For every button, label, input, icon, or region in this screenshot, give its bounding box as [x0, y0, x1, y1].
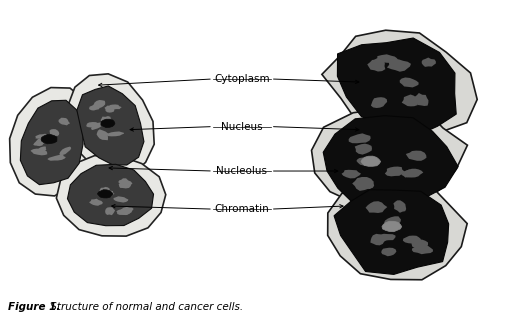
Polygon shape — [114, 196, 129, 203]
Polygon shape — [402, 95, 418, 106]
Polygon shape — [59, 147, 71, 155]
Polygon shape — [312, 108, 467, 215]
Polygon shape — [384, 216, 401, 225]
Polygon shape — [103, 190, 115, 196]
Polygon shape — [30, 149, 47, 155]
Polygon shape — [352, 177, 374, 191]
Polygon shape — [41, 135, 57, 144]
Polygon shape — [334, 190, 449, 275]
Polygon shape — [365, 201, 387, 213]
Polygon shape — [49, 129, 59, 136]
Polygon shape — [370, 234, 387, 245]
Polygon shape — [412, 245, 433, 254]
Polygon shape — [105, 207, 115, 215]
Polygon shape — [337, 38, 456, 136]
Polygon shape — [403, 235, 421, 244]
Polygon shape — [387, 59, 411, 72]
Polygon shape — [56, 156, 166, 236]
Polygon shape — [91, 122, 102, 130]
Polygon shape — [108, 104, 122, 109]
Text: Nucleus: Nucleus — [221, 121, 263, 131]
Polygon shape — [400, 78, 419, 88]
Polygon shape — [106, 131, 124, 136]
Polygon shape — [385, 167, 405, 176]
Polygon shape — [361, 156, 381, 166]
Polygon shape — [323, 116, 458, 206]
Polygon shape — [322, 30, 477, 144]
Polygon shape — [58, 118, 70, 125]
Polygon shape — [37, 146, 46, 153]
Polygon shape — [101, 119, 115, 128]
Polygon shape — [121, 207, 134, 215]
Polygon shape — [415, 93, 429, 106]
Polygon shape — [355, 144, 372, 155]
Polygon shape — [20, 100, 83, 185]
Polygon shape — [382, 221, 402, 232]
Polygon shape — [67, 164, 153, 226]
Polygon shape — [381, 248, 397, 256]
Polygon shape — [10, 88, 96, 196]
Text: Cytoplasm: Cytoplasm — [214, 74, 270, 84]
Polygon shape — [349, 133, 371, 143]
Polygon shape — [105, 106, 114, 113]
Polygon shape — [36, 138, 44, 146]
Polygon shape — [116, 209, 130, 215]
Polygon shape — [86, 122, 100, 128]
Polygon shape — [422, 57, 436, 67]
Polygon shape — [401, 169, 417, 178]
Polygon shape — [118, 182, 131, 188]
Polygon shape — [97, 190, 113, 198]
Polygon shape — [406, 151, 426, 161]
Polygon shape — [374, 54, 398, 63]
Polygon shape — [43, 136, 53, 143]
Polygon shape — [405, 169, 423, 178]
Polygon shape — [77, 86, 144, 165]
Polygon shape — [89, 199, 103, 206]
Polygon shape — [97, 129, 108, 140]
Polygon shape — [67, 74, 154, 177]
Text: Figure 1.: Figure 1. — [8, 302, 61, 312]
Polygon shape — [101, 116, 112, 123]
Polygon shape — [358, 179, 374, 189]
Polygon shape — [367, 59, 386, 71]
Polygon shape — [341, 170, 361, 178]
Text: Structure of normal and cancer cells.: Structure of normal and cancer cells. — [47, 302, 244, 312]
Polygon shape — [328, 184, 467, 280]
Polygon shape — [371, 97, 387, 108]
Polygon shape — [47, 155, 66, 161]
Text: Nucleolus: Nucleolus — [216, 166, 267, 176]
Polygon shape — [118, 178, 132, 187]
Polygon shape — [89, 105, 100, 110]
Polygon shape — [393, 200, 406, 213]
Polygon shape — [356, 158, 374, 166]
Polygon shape — [35, 134, 47, 139]
Polygon shape — [33, 138, 48, 146]
Text: Chromatin: Chromatin — [215, 204, 269, 214]
Polygon shape — [99, 187, 110, 193]
Polygon shape — [376, 234, 396, 241]
Polygon shape — [92, 100, 105, 108]
Polygon shape — [412, 239, 428, 250]
